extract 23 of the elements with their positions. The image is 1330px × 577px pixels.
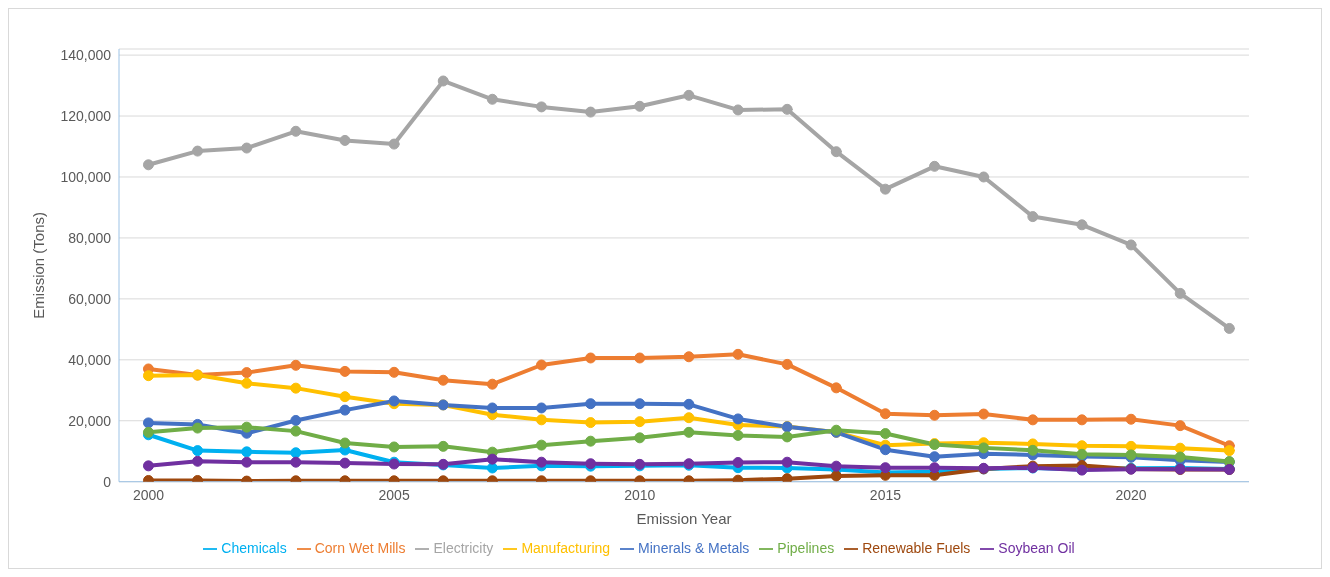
y-tick-label: 80,000 (68, 229, 112, 246)
y-tick-label: 100,000 (60, 168, 112, 185)
legend-label: Minerals & Metals (638, 539, 750, 556)
y-tick-label: 40,000 (68, 351, 112, 368)
legend-label: Soybean Oil (998, 539, 1075, 556)
legend-label: Chemicals (221, 539, 287, 556)
legend-label: Pipelines (777, 539, 835, 556)
y-tick-label: 120,000 (60, 108, 112, 125)
x-axis-title: Emission Year (636, 509, 732, 527)
x-tick-label: 2010 (624, 486, 656, 503)
legend-label: Electricity (433, 539, 494, 556)
y-axis-title: Emission (Tons) (30, 212, 48, 319)
y-tick-label: 0 (103, 473, 112, 490)
x-tick-label: 2000 (132, 486, 165, 503)
y-tick-label: 20,000 (68, 412, 112, 429)
legend-label: Renewable Fuels (862, 539, 971, 556)
legend-label: Manufacturing (521, 539, 611, 556)
x-tick-label: 2015 (869, 486, 902, 503)
legend-label: Corn Wet Mills (314, 539, 406, 556)
y-tick-label: 60,000 (68, 290, 112, 307)
x-tick-label: 2005 (378, 486, 410, 503)
y-tick-label: 140,000 (60, 47, 112, 64)
x-tick-label: 2020 (1115, 486, 1147, 503)
